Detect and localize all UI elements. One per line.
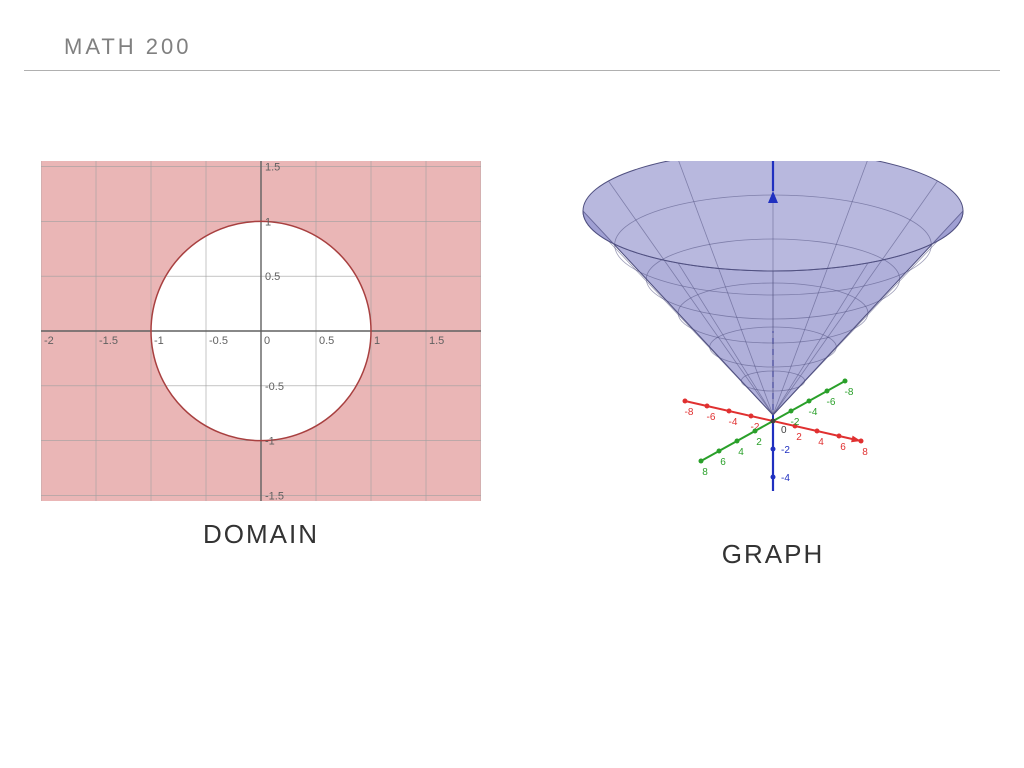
- svg-text:1: 1: [265, 216, 271, 228]
- svg-text:-6: -6: [707, 412, 716, 423]
- svg-text:1: 1: [374, 335, 380, 347]
- svg-text:-4: -4: [809, 407, 818, 418]
- domain-plot: -2-1.5-1-0.500.511.52-1.5-1-0.50.511.5: [41, 161, 481, 501]
- domain-panel: -2-1.5-1-0.500.511.52-1.5-1-0.50.511.5 D…: [41, 161, 481, 550]
- svg-text:0.5: 0.5: [319, 335, 334, 347]
- svg-text:6: 6: [840, 442, 846, 453]
- svg-text:2: 2: [796, 432, 802, 443]
- svg-text:-8: -8: [845, 387, 854, 398]
- svg-text:-1.5: -1.5: [265, 491, 284, 501]
- svg-text:0: 0: [264, 335, 270, 347]
- svg-text:-1: -1: [265, 436, 275, 448]
- svg-text:1.5: 1.5: [429, 335, 444, 347]
- svg-text:6: 6: [720, 457, 726, 468]
- svg-text:-6: -6: [827, 397, 836, 408]
- surface-plot: -2-4-8-6-4-22468-8-6-4-224680: [563, 161, 983, 521]
- svg-text:0.5: 0.5: [265, 271, 280, 283]
- svg-text:0: 0: [781, 425, 787, 436]
- domain-caption: DOMAIN: [203, 519, 319, 550]
- svg-text:1.5: 1.5: [265, 161, 280, 173]
- course-title: MATH 200: [64, 34, 192, 59]
- graph-caption: GRAPH: [722, 539, 824, 570]
- graph-panel: -2-4-8-6-4-22468-8-6-4-224680 GRAPH: [563, 161, 983, 570]
- svg-text:-2: -2: [781, 445, 790, 456]
- svg-text:-1: -1: [154, 335, 164, 347]
- svg-text:-0.5: -0.5: [265, 381, 284, 393]
- svg-text:-4: -4: [729, 417, 738, 428]
- svg-text:-4: -4: [781, 473, 790, 484]
- svg-text:-2: -2: [44, 335, 54, 347]
- svg-text:-1.5: -1.5: [99, 335, 118, 347]
- page-header: MATH 200: [24, 0, 1000, 71]
- svg-text:4: 4: [738, 447, 744, 458]
- svg-text:8: 8: [702, 467, 708, 478]
- svg-text:8: 8: [862, 447, 868, 458]
- svg-text:4: 4: [818, 437, 824, 448]
- svg-text:-2: -2: [791, 417, 800, 428]
- svg-text:2: 2: [756, 437, 762, 448]
- svg-text:-8: -8: [685, 407, 694, 418]
- content-row: -2 -1.5 -1 -0.5 0 0.5 1 1.5 2 -1.5 -1 -0.5 0.5 1 1.5 D…: [0, 161, 1024, 570]
- svg-text:-0.5: -0.5: [209, 335, 228, 347]
